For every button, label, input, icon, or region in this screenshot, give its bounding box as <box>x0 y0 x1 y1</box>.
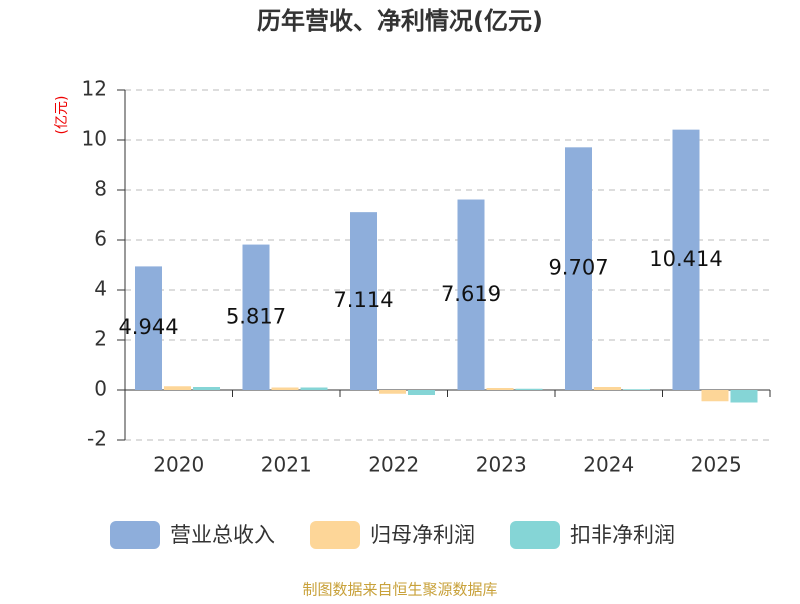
legend-label: 扣非净利润 <box>570 523 675 547</box>
bar <box>457 199 485 390</box>
legend-swatch <box>310 521 360 549</box>
bar <box>672 129 700 390</box>
value-label: 10.414 <box>649 247 722 271</box>
chart-title: 历年营收、净利情况(亿元) <box>257 7 543 35</box>
legend-swatch <box>110 521 160 549</box>
bar <box>565 147 592 390</box>
value-label: 7.619 <box>441 282 501 306</box>
x-tick-label: 2025 <box>691 453 742 477</box>
legend-label: 营业总收入 <box>170 523 275 547</box>
bar <box>164 386 191 390</box>
x-tick-label: 2023 <box>476 453 527 477</box>
value-label: 7.114 <box>333 288 393 312</box>
bar <box>408 390 435 395</box>
y-tick-label: 2 <box>94 327 107 351</box>
bar <box>350 212 377 390</box>
y-tick-label: 8 <box>94 177 107 201</box>
y-tick-label: 4 <box>94 277 107 301</box>
bar <box>701 390 729 402</box>
y-tick-label: 10 <box>82 127 107 151</box>
bar <box>300 387 328 390</box>
x-tick-label: 2024 <box>583 453 634 477</box>
bar <box>242 244 270 390</box>
source-note: 制图数据来自恒生聚源数据库 <box>302 581 497 599</box>
value-label: 5.817 <box>226 304 286 328</box>
bar <box>594 387 621 390</box>
bar <box>730 390 758 403</box>
y-tick-label: 6 <box>94 227 107 251</box>
bar <box>623 389 650 390</box>
y-tick-label: -2 <box>87 427 107 451</box>
bar <box>515 388 543 390</box>
legend-label: 归母净利润 <box>370 523 475 547</box>
value-label: 4.944 <box>118 315 178 339</box>
bar <box>193 387 220 390</box>
y-axis-label: (亿元) <box>54 96 70 135</box>
x-tick-label: 2022 <box>368 453 419 477</box>
y-tick-label: 0 <box>94 377 107 401</box>
bar <box>379 390 406 394</box>
value-label: 9.707 <box>548 256 608 280</box>
x-tick-label: 2020 <box>153 453 204 477</box>
bar <box>135 266 162 390</box>
bar <box>271 387 299 390</box>
x-tick-label: 2021 <box>261 453 312 477</box>
y-tick-label: 12 <box>82 77 107 101</box>
bar <box>486 388 514 390</box>
legend-swatch <box>510 521 560 549</box>
